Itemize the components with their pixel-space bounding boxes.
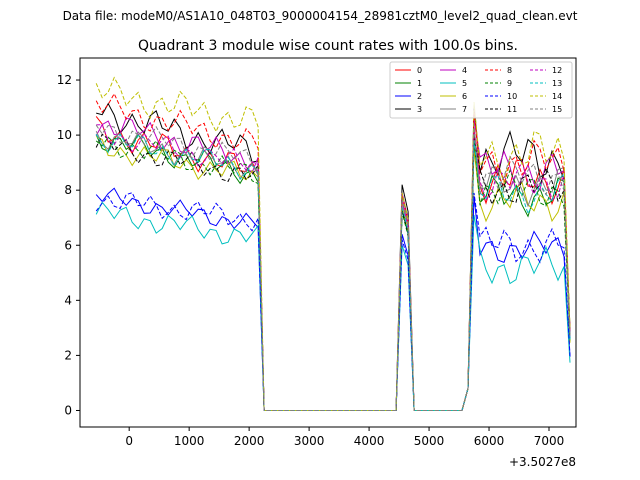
x-tick-label: 3000 [294,434,325,448]
legend-label-11: 11 [507,105,517,114]
plot-frame [79,57,577,428]
legend-label-6: 6 [462,92,467,101]
x-tick-label: 4000 [354,434,385,448]
x-tick-label: 2000 [234,434,265,448]
legend-label-0: 0 [417,66,422,75]
y-tick-label: 12 [57,73,72,87]
x-tick-label: 0 [125,434,133,448]
legend-label-4: 4 [462,66,467,75]
suptitle: Data file: modeM0/AS1A10_048T03_90000041… [63,9,578,23]
y-tick-label: 8 [64,183,72,197]
x-tick-label: 7000 [534,434,565,448]
x-tick-label: 5000 [414,434,445,448]
series-line-15 [95,124,571,411]
y-tick-label: 2 [64,348,72,362]
legend-label-5: 5 [462,79,467,88]
legend-label-14: 14 [552,92,562,101]
legend-label-12: 12 [552,66,562,75]
legend-frame [389,61,573,119]
chart-title: Quadrant 3 module wise count rates with … [138,38,518,54]
x-tick-label: 6000 [474,434,505,448]
legend-label-13: 13 [552,79,562,88]
y-tick-label: 4 [64,293,72,307]
legend-label-2: 2 [417,92,422,101]
x-offset-label: +3.5027e8 [509,455,576,469]
series-lines [95,76,571,411]
legend-label-9: 9 [507,79,512,88]
legend-label-10: 10 [507,92,517,101]
y-tick-label: 6 [64,238,72,252]
y-tick-label: 0 [64,403,72,417]
y-tick-label: 10 [57,128,72,142]
x-tick-label: 1000 [174,434,205,448]
legend-label-15: 15 [552,105,562,114]
legend-label-1: 1 [417,79,422,88]
legend-label-7: 7 [462,105,467,114]
series-line-9 [95,136,571,411]
legend-label-3: 3 [417,105,422,114]
series-line-12 [96,124,571,411]
legend-label-8: 8 [507,66,512,75]
